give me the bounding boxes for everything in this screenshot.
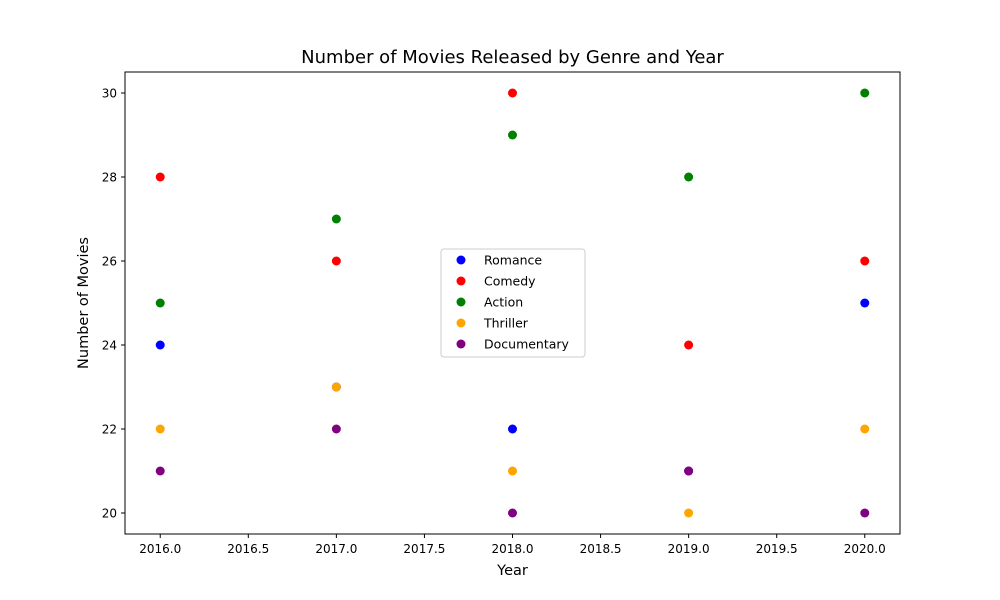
data-point-action	[155, 298, 165, 308]
x-tick-label: 2018.5	[580, 542, 622, 556]
legend-label-thriller: Thriller	[483, 316, 529, 331]
legend: Romance Comedy Action Thriller Documentary	[440, 248, 586, 358]
legend-marker-action	[456, 297, 466, 307]
data-points	[155, 88, 870, 518]
x-tick-label: 2017.5	[403, 542, 445, 556]
x-tick-label: 2019.0	[668, 542, 710, 556]
legend-label-action: Action	[484, 295, 523, 310]
data-point-thriller	[508, 466, 517, 476]
data-point-documentary	[508, 508, 517, 518]
data-point-action	[331, 214, 341, 224]
y-tick-label: 20	[102, 507, 117, 521]
data-point-action	[684, 172, 694, 182]
data-point-documentary	[684, 466, 694, 476]
data-point-romance	[508, 424, 517, 434]
data-point-romance	[155, 340, 165, 350]
legend-marker-documentary	[456, 339, 466, 349]
legend-box	[440, 248, 586, 358]
legend-marker-thriller	[456, 318, 466, 328]
data-point-thriller	[155, 424, 165, 434]
y-axis-ticks: 20 22 24 26 28 30	[102, 87, 125, 521]
y-tick-label: 22	[102, 423, 117, 437]
y-tick-label: 30	[102, 87, 117, 101]
data-point-comedy	[331, 256, 341, 266]
data-point-action	[508, 130, 517, 140]
x-tick-label: 2020.0	[844, 542, 886, 556]
x-axis-label: Year	[496, 563, 528, 579]
data-point-comedy	[508, 88, 517, 98]
data-point-action	[860, 88, 870, 98]
data-point-comedy	[684, 340, 694, 350]
y-axis-label: Number of Movies	[76, 237, 92, 369]
data-point-thriller	[860, 424, 870, 434]
data-point-comedy	[860, 256, 870, 266]
y-tick-label: 28	[102, 171, 117, 185]
legend-label-romance: Romance	[484, 253, 542, 268]
x-tick-label: 2016.0	[139, 542, 181, 556]
x-tick-label: 2016.5	[227, 542, 269, 556]
y-tick-label: 26	[102, 255, 117, 269]
data-point-documentary	[860, 508, 870, 518]
series-action	[155, 88, 870, 308]
data-point-thriller	[684, 508, 694, 518]
data-point-thriller	[331, 382, 341, 392]
data-point-documentary	[155, 466, 165, 476]
legend-marker-comedy	[456, 276, 466, 286]
data-point-documentary	[331, 424, 341, 434]
legend-marker-romance	[456, 255, 466, 265]
x-tick-label: 2018.0	[492, 542, 534, 556]
y-tick-label: 24	[102, 339, 117, 353]
legend-label-documentary: Documentary	[484, 337, 570, 352]
x-tick-label: 2017.0	[315, 542, 357, 556]
series-thriller	[155, 382, 870, 518]
series-comedy	[155, 88, 870, 350]
chart-title: Number of Movies Released by Genre and Y…	[301, 47, 724, 68]
legend-label-comedy: Comedy	[484, 274, 536, 289]
x-axis-ticks: 2016.0 2016.5 2017.0 2017.5 2018.0 2018.5 2019…	[139, 534, 886, 556]
data-point-romance	[860, 298, 870, 308]
series-documentary	[155, 424, 870, 518]
x-tick-label: 2019.5	[756, 542, 798, 556]
data-point-comedy	[155, 172, 165, 182]
